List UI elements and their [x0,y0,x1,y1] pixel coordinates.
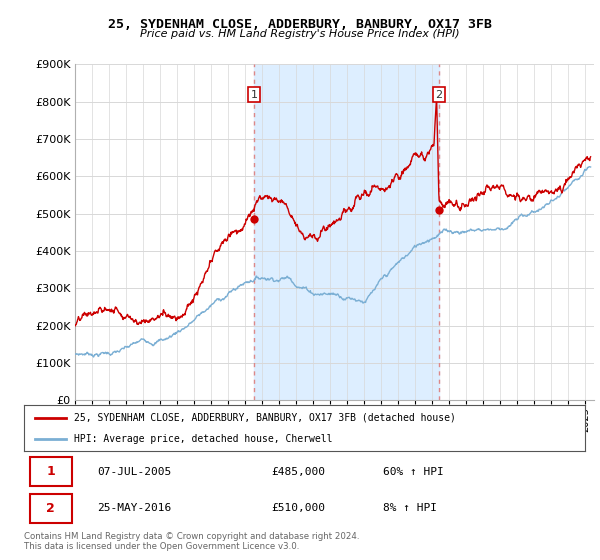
Text: 25, SYDENHAM CLOSE, ADDERBURY, BANBURY, OX17 3FB: 25, SYDENHAM CLOSE, ADDERBURY, BANBURY, … [108,18,492,31]
FancyBboxPatch shape [29,494,71,523]
Text: 07-JUL-2005: 07-JUL-2005 [97,467,171,477]
FancyBboxPatch shape [29,457,71,486]
Text: £485,000: £485,000 [271,467,325,477]
Text: 8% ↑ HPI: 8% ↑ HPI [383,503,437,513]
Text: 25-MAY-2016: 25-MAY-2016 [97,503,171,513]
Text: 2: 2 [436,90,443,100]
Text: HPI: Average price, detached house, Cherwell: HPI: Average price, detached house, Cher… [74,435,333,444]
Text: 60% ↑ HPI: 60% ↑ HPI [383,467,444,477]
Text: 1: 1 [251,90,257,100]
Text: £510,000: £510,000 [271,503,325,513]
Text: 1: 1 [46,465,55,478]
Text: Price paid vs. HM Land Registry's House Price Index (HPI): Price paid vs. HM Land Registry's House … [140,29,460,39]
Text: 2: 2 [46,502,55,515]
Text: Contains HM Land Registry data © Crown copyright and database right 2024.
This d: Contains HM Land Registry data © Crown c… [24,532,359,552]
Text: 25, SYDENHAM CLOSE, ADDERBURY, BANBURY, OX17 3FB (detached house): 25, SYDENHAM CLOSE, ADDERBURY, BANBURY, … [74,413,457,423]
Bar [254,64,439,400]
